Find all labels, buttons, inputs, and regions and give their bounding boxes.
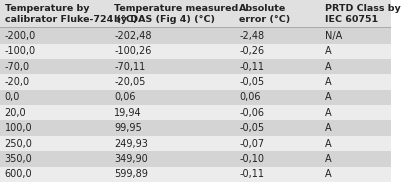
Text: -0,06: -0,06 (239, 108, 264, 118)
Text: 599,89: 599,89 (114, 169, 148, 179)
Text: Temperature by
calibrator Fluke-724 (°C): Temperature by calibrator Fluke-724 (°C) (5, 4, 137, 24)
Text: PRTD Class by
IEC 60751: PRTD Class by IEC 60751 (325, 4, 401, 24)
Text: -0,11: -0,11 (239, 169, 264, 179)
Bar (235, 136, 320, 151)
Text: 0,06: 0,06 (239, 92, 261, 102)
Bar (320, 59, 391, 74)
Bar (235, 74, 320, 90)
Bar (109, 74, 235, 90)
Text: -0,05: -0,05 (239, 123, 264, 133)
Text: N/A: N/A (325, 31, 342, 41)
Bar (235, 120, 320, 136)
Bar (320, 136, 391, 151)
Bar (320, 90, 391, 105)
Bar (109, 59, 235, 74)
Text: -200,0: -200,0 (5, 31, 36, 41)
Bar (109, 0, 235, 28)
Text: 349,90: 349,90 (114, 154, 148, 164)
Text: 0,06: 0,06 (114, 92, 136, 102)
Bar (109, 136, 235, 151)
Bar (0, 44, 109, 59)
Text: A: A (325, 77, 332, 87)
Bar (0, 27, 391, 28)
Bar (109, 167, 235, 182)
Bar (0, 0, 109, 28)
Text: -0,11: -0,11 (239, 62, 264, 72)
Text: Absolute
error (°C): Absolute error (°C) (239, 4, 291, 24)
Bar (109, 120, 235, 136)
Text: 600,0: 600,0 (5, 169, 32, 179)
Text: -100,26: -100,26 (114, 46, 152, 56)
Bar (0, 28, 109, 43)
Bar (0, 151, 109, 167)
Bar (320, 74, 391, 90)
Bar (235, 90, 320, 105)
Text: 250,0: 250,0 (5, 139, 33, 149)
Text: 249,93: 249,93 (114, 139, 148, 149)
Text: -0,10: -0,10 (239, 154, 264, 164)
Text: -0,05: -0,05 (239, 77, 264, 87)
Text: -70,0: -70,0 (5, 62, 30, 72)
Bar (320, 151, 391, 167)
Text: -20,0: -20,0 (5, 77, 30, 87)
Bar (320, 105, 391, 120)
Bar (320, 120, 391, 136)
Bar (320, 44, 391, 59)
Bar (0, 90, 109, 105)
Bar (109, 44, 235, 59)
Bar (0, 136, 109, 151)
Text: -70,11: -70,11 (114, 62, 145, 72)
Bar (0, 74, 109, 90)
Bar (320, 167, 391, 182)
Bar (0, 59, 109, 74)
Bar (235, 151, 320, 167)
Bar (235, 105, 320, 120)
Text: A: A (325, 139, 332, 149)
Text: A: A (325, 154, 332, 164)
Bar (320, 0, 391, 28)
Text: Temperature measured
by DAS (Fig 4) (°C): Temperature measured by DAS (Fig 4) (°C) (114, 4, 238, 24)
Bar (0, 105, 109, 120)
Text: A: A (325, 92, 332, 102)
Text: A: A (325, 169, 332, 179)
Bar (109, 105, 235, 120)
Text: -202,48: -202,48 (114, 31, 152, 41)
Bar (235, 59, 320, 74)
Text: A: A (325, 123, 332, 133)
Text: 100,0: 100,0 (5, 123, 32, 133)
Text: -20,05: -20,05 (114, 77, 145, 87)
Text: 19,94: 19,94 (114, 108, 142, 118)
Text: A: A (325, 62, 332, 72)
Text: -0,26: -0,26 (239, 46, 264, 56)
Bar (235, 167, 320, 182)
Bar (0, 120, 109, 136)
Bar (235, 0, 320, 28)
Bar (109, 90, 235, 105)
Text: 0,0: 0,0 (5, 92, 20, 102)
Bar (235, 28, 320, 43)
Text: 350,0: 350,0 (5, 154, 33, 164)
Text: -0,07: -0,07 (239, 139, 264, 149)
Bar (235, 44, 320, 59)
Text: -100,0: -100,0 (5, 46, 36, 56)
Text: A: A (325, 46, 332, 56)
Text: A: A (325, 108, 332, 118)
Bar (320, 28, 391, 43)
Bar (109, 28, 235, 43)
Bar (109, 151, 235, 167)
Bar (0, 167, 109, 182)
Text: 20,0: 20,0 (5, 108, 26, 118)
Text: 99,95: 99,95 (114, 123, 142, 133)
Text: -2,48: -2,48 (239, 31, 264, 41)
